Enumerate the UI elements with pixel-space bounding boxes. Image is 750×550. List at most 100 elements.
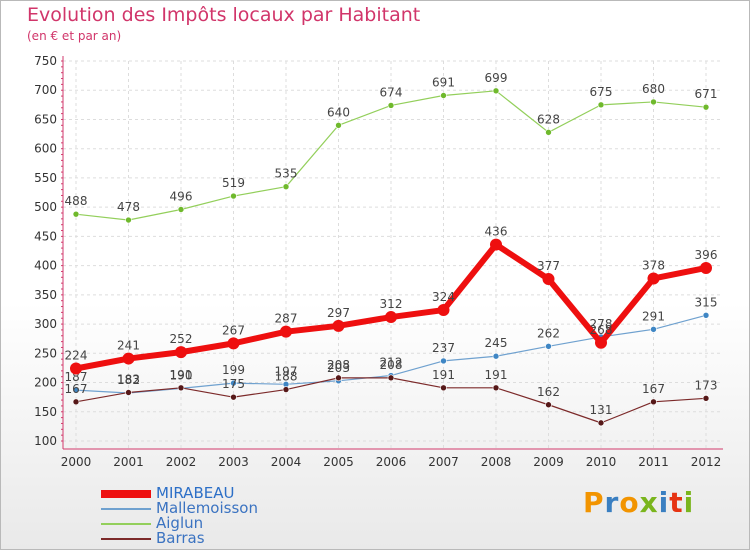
data-label-mirabeau: 241 [117, 339, 140, 353]
data-point-mirabeau [595, 336, 607, 349]
data-label-barras: 191 [485, 368, 508, 382]
data-point-mallemoisson [230, 379, 237, 387]
data-point-barras [545, 401, 552, 409]
x-tick-label: 2003 [218, 455, 249, 469]
y-tick-label: 750 [34, 54, 57, 68]
data-label-barras: 131 [590, 403, 613, 417]
y-tick-label: 150 [34, 405, 57, 419]
legend-label-aiglun: Aiglun [156, 514, 204, 532]
data-label-mallemoisson: 182 [117, 373, 140, 387]
data-label-aiglun: 640 [327, 105, 350, 119]
y-tick-label: 650 [34, 112, 57, 126]
x-tick-label: 2005 [323, 455, 354, 469]
data-label-aiglun: 675 [590, 85, 613, 99]
data-label-barras: 208 [327, 358, 350, 372]
data-point-aiglun [387, 102, 395, 109]
data-label-mallemoisson: 237 [432, 341, 455, 355]
x-tick-label: 2001 [113, 455, 144, 469]
data-point-mallemoisson [440, 357, 447, 365]
data-point-aiglun [440, 92, 447, 99]
y-tick-label: 200 [34, 376, 57, 390]
data-point-barras [597, 419, 605, 427]
logo-letter: x [639, 486, 659, 519]
data-label-mallemoisson: 315 [695, 295, 718, 309]
data-label-aiglun: 680 [642, 82, 665, 96]
x-tick-label: 2010 [586, 455, 617, 469]
data-label-mallemoisson: 190 [170, 368, 193, 382]
data-point-aiglun [72, 210, 80, 218]
data-label-aiglun: 691 [432, 75, 455, 89]
data-label-mirabeau: 287 [275, 312, 298, 326]
legend-swatch-aiglun [101, 523, 151, 525]
x-tick-label: 2000 [61, 455, 92, 469]
data-label-aiglun: 519 [222, 176, 245, 190]
data-point-mirabeau [490, 238, 502, 251]
data-point-barras [177, 384, 185, 392]
data-label-barras: 191 [170, 368, 193, 382]
data-point-mallemoisson [702, 312, 710, 319]
data-point-aiglun [492, 87, 500, 95]
data-label-mirabeau: 324 [432, 290, 455, 304]
data-label-mallemoisson: 199 [222, 363, 245, 377]
y-tick-label: 500 [34, 200, 57, 214]
data-point-aiglun [702, 103, 710, 111]
logo-letter: i [683, 486, 695, 519]
data-label-mirabeau: 252 [170, 332, 193, 346]
data-point-mirabeau [280, 325, 292, 338]
data-label-mallemoisson: 262 [537, 326, 560, 340]
data-label-barras: 188 [275, 370, 298, 384]
chart-subtitle: (en € et par an) [27, 29, 122, 43]
x-tick-label: 2011 [638, 455, 669, 469]
data-label-mirabeau: 377 [537, 259, 560, 273]
data-point-aiglun [177, 206, 185, 213]
data-point-barras [72, 398, 80, 406]
data-label-barras: 183 [117, 372, 140, 386]
data-label-aiglun: 671 [695, 87, 718, 101]
data-point-mirabeau [227, 337, 240, 350]
logo-letter: r [604, 486, 620, 519]
x-tick-label: 2004 [271, 455, 302, 469]
data-label-barras: 162 [537, 385, 560, 399]
data-label-mirabeau: 396 [695, 248, 718, 262]
data-label-barras: 208 [380, 358, 403, 372]
data-point-barras [440, 384, 447, 392]
legend-swatch-barras [101, 538, 151, 540]
data-label-barras: 191 [432, 368, 455, 382]
data-point-aiglun [230, 192, 237, 200]
x-tick-label: 2008 [481, 455, 512, 469]
data-label-aiglun: 699 [485, 71, 508, 85]
data-label-mirabeau: 267 [222, 323, 245, 337]
data-label-mallemoisson: 212 [380, 356, 403, 370]
data-label-aiglun: 535 [275, 167, 298, 181]
data-point-barras [387, 374, 395, 382]
data-label-aiglun: 674 [380, 85, 403, 99]
logo-letter: i [658, 486, 670, 519]
y-tick-label: 250 [34, 346, 57, 360]
data-point-mirabeau [70, 362, 82, 375]
data-label-aiglun: 478 [117, 200, 140, 214]
x-tick-label: 2002 [166, 455, 197, 469]
data-label-mallemoisson: 187 [65, 370, 88, 384]
data-point-barras [125, 389, 132, 396]
data-label-barras: 167 [642, 382, 665, 396]
data-label-barras: 173 [695, 378, 718, 392]
proxiti-logo: Proxiti [583, 486, 694, 519]
data-label-mallemoisson: 245 [485, 336, 508, 350]
data-point-mirabeau [385, 311, 397, 324]
y-tick-label: 450 [34, 229, 57, 243]
data-point-mallemoisson [72, 386, 80, 394]
logo-letter: t [669, 486, 684, 519]
x-tick-label: 2007 [428, 455, 459, 469]
data-point-mallemoisson [650, 326, 657, 333]
data-label-aiglun: 496 [170, 189, 193, 203]
legend-label-mirabeau: MIRABEAU [156, 484, 235, 502]
legend-swatch-mirabeau [101, 490, 151, 498]
data-label-mallemoisson: 278 [590, 317, 613, 331]
data-label-mirabeau: 436 [485, 225, 508, 239]
data-point-aiglun [597, 101, 605, 109]
data-label-mirabeau: 378 [642, 258, 665, 272]
data-point-mirabeau [700, 261, 712, 274]
data-point-aiglun [650, 98, 657, 106]
